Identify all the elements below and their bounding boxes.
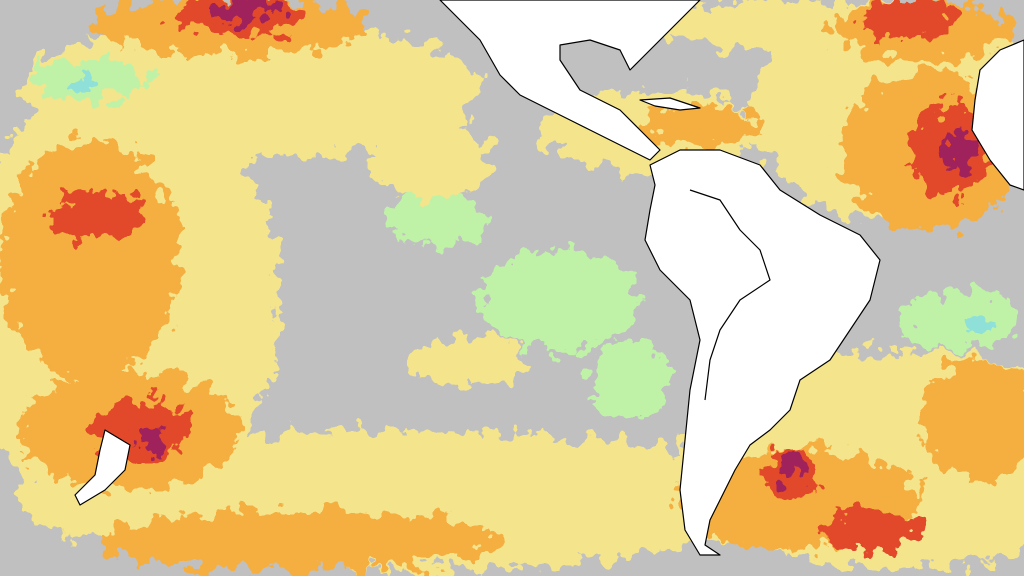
- south-america: [644, 149, 881, 556]
- cuba: [639, 97, 701, 111]
- land: [74, 0, 1024, 556]
- africa: [971, 39, 1024, 191]
- country-borders: [689, 189, 771, 401]
- cool-green: [30, 60, 1020, 420]
- hot-purple: [135, 0, 975, 485]
- cool-cyan: [75, 74, 995, 335]
- north-central-america: [439, 0, 701, 161]
- new-zealand: [74, 429, 131, 506]
